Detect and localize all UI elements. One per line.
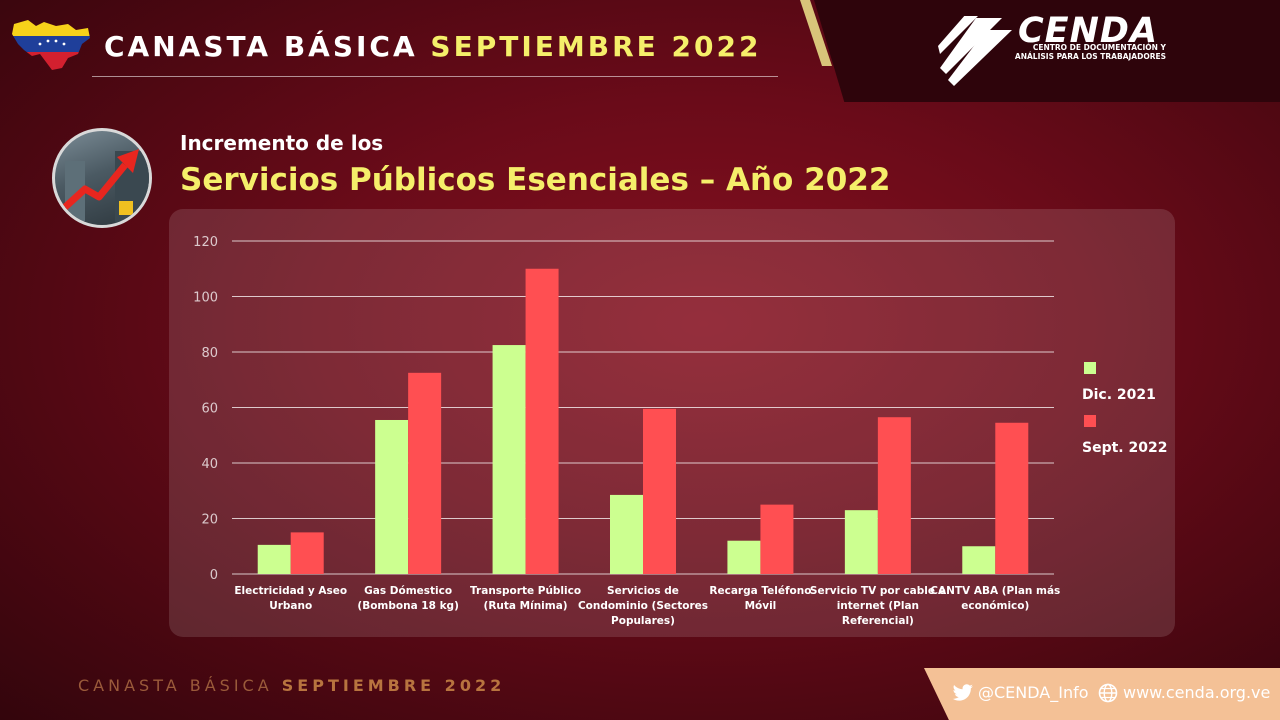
bar-sept-2022-6 bbox=[995, 422, 1029, 574]
gold-stripe-decoration bbox=[800, 0, 832, 66]
y-tick-label: 0 bbox=[210, 568, 218, 583]
footer-contact-panel bbox=[924, 668, 1280, 720]
footer-caption-accent: SEPTIEMBRE 2022 bbox=[281, 676, 506, 695]
x-category-label: (Ruta Mínima) bbox=[484, 600, 568, 612]
chart-x-labels: Electricidad y Aseo Urbano Gas Dómestico (B… bbox=[234, 585, 1060, 627]
chart-legend: Dic. 2021 Sept. 2022 bbox=[1082, 362, 1167, 456]
footer-caption-main: CANASTA BÁSICA bbox=[78, 676, 273, 695]
x-category-label: Electricidad y Aseo bbox=[234, 585, 347, 597]
y-tick-label: 80 bbox=[201, 346, 218, 361]
y-tick-label: 120 bbox=[193, 235, 218, 250]
header-title-main: CANASTA BÁSICA bbox=[104, 30, 418, 63]
bar-dic-2021-5 bbox=[844, 510, 878, 574]
section-subtitle: Incremento de los bbox=[180, 131, 384, 155]
x-category-label: Móvil bbox=[745, 600, 777, 612]
bar-sept-2022-4 bbox=[760, 504, 794, 574]
x-category-label: CANTV ABA (Plan más bbox=[930, 585, 1060, 597]
venezuela-flag-map-icon bbox=[12, 20, 90, 70]
x-category-label: Urbano bbox=[269, 600, 312, 612]
twitter-icon bbox=[952, 684, 973, 701]
x-category-label: Condominio (Sectores bbox=[578, 600, 708, 612]
bar-dic-2021-6 bbox=[962, 546, 996, 574]
x-category-label: Referencial) bbox=[842, 615, 914, 627]
section-photo bbox=[52, 128, 152, 228]
y-tick-label: 40 bbox=[201, 457, 218, 472]
globe-icon bbox=[1098, 683, 1118, 703]
rising-arrow-icon bbox=[60, 149, 149, 225]
header-divider bbox=[92, 76, 778, 77]
legend-swatch-1 bbox=[1084, 415, 1096, 427]
header-title: CANASTA BÁSICA SEPTIEMBRE 2022 bbox=[104, 30, 761, 63]
x-category-label: Gas Dómestico bbox=[364, 585, 452, 597]
header-title-accent: SEPTIEMBRE 2022 bbox=[430, 30, 762, 63]
logo-subtitle-line2: ANÁLISIS PARA LOS TRABAJADORES bbox=[1014, 51, 1166, 61]
logo-panel bbox=[814, 0, 1280, 102]
twitter-handle[interactable]: @CENDA_Info bbox=[978, 683, 1089, 702]
y-tick-label: 100 bbox=[193, 291, 218, 306]
chart-y-ticks: 0 20 40 60 80 100 120 bbox=[193, 235, 218, 583]
x-category-label: (Bombona 18 kg) bbox=[357, 600, 458, 612]
x-category-label: Servicio TV por cable e bbox=[810, 585, 946, 597]
cenda-logo-icon bbox=[938, 16, 1012, 86]
logo-name: CENDA bbox=[1018, 11, 1159, 51]
x-category-label: Recarga Teléfono bbox=[709, 585, 811, 597]
bar-sept-2022-0 bbox=[290, 532, 324, 574]
x-category-label: Populares) bbox=[611, 615, 675, 627]
x-category-label: Servicios de bbox=[607, 585, 679, 597]
website-link[interactable]: www.cenda.org.ve bbox=[1123, 683, 1271, 702]
bar-dic-2021-2 bbox=[492, 345, 526, 574]
y-tick-label: 20 bbox=[201, 513, 218, 528]
section-title: Servicios Públicos Esenciales – Año 2022 bbox=[180, 162, 891, 198]
y-tick-label: 60 bbox=[201, 402, 218, 417]
bar-dic-2021-4 bbox=[727, 540, 761, 574]
legend-swatch-0 bbox=[1084, 362, 1096, 374]
bar-sept-2022-3 bbox=[643, 408, 676, 574]
bar-sept-2022-5 bbox=[877, 417, 911, 574]
logo-subtitle: CENTRO DE DOCUMENTACIÓN Y ANÁLISIS PARA … bbox=[1006, 43, 1166, 61]
logo-subtitle-line1: CENTRO DE DOCUMENTACIÓN Y bbox=[1032, 43, 1166, 52]
x-category-label: Transporte Público bbox=[470, 585, 581, 597]
bar-dic-2021-0 bbox=[257, 544, 291, 574]
x-category-label: internet (Plan bbox=[837, 600, 919, 612]
legend-label-0: Dic. 2021 bbox=[1082, 387, 1156, 403]
x-category-label: económico) bbox=[961, 600, 1029, 612]
bar-dic-2021-1 bbox=[375, 419, 409, 574]
footer-caption: CANASTA BÁSICA SEPTIEMBRE 2022 bbox=[78, 676, 505, 695]
bar-dic-2021-3 bbox=[610, 494, 643, 574]
bar-sept-2022-2 bbox=[525, 268, 559, 574]
legend-label-1: Sept. 2022 bbox=[1082, 440, 1167, 456]
chart-bars bbox=[257, 268, 1029, 574]
bar-sept-2022-1 bbox=[408, 372, 442, 574]
